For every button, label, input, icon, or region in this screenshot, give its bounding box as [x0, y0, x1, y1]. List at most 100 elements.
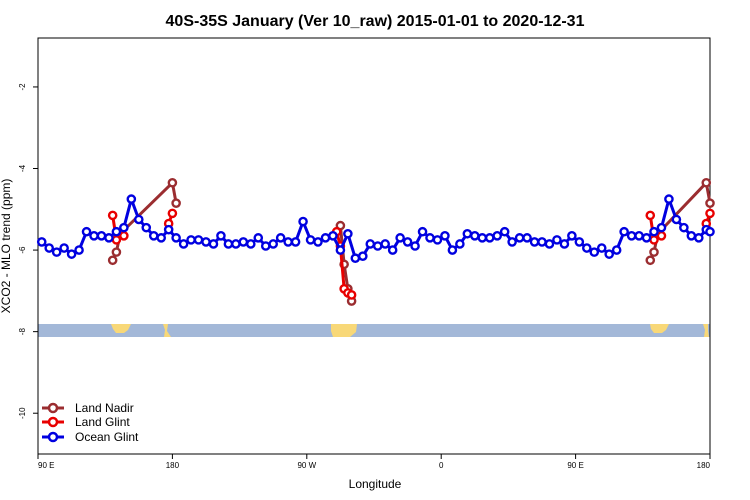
data-point — [104, 233, 114, 243]
series-land-glint — [107, 208, 715, 300]
data-point — [119, 231, 129, 241]
plot-frame — [37, 37, 711, 455]
data-point — [89, 231, 99, 241]
x-tick-label: 90 E — [38, 461, 54, 470]
data-point — [365, 239, 376, 249]
data-point — [119, 222, 129, 233]
data-point — [253, 233, 264, 243]
data-point — [111, 235, 122, 245]
y-axis-ticks: -10 -8 -6 -4 -2 — [18, 83, 38, 419]
data-point — [649, 226, 659, 237]
data-point — [44, 243, 55, 253]
data-point — [626, 231, 637, 241]
data-point — [148, 231, 159, 241]
y-tick-label: -6 — [18, 246, 27, 254]
data-point — [574, 237, 585, 247]
data-point — [529, 237, 540, 247]
data-point — [96, 231, 107, 241]
data-point — [462, 228, 473, 239]
coastline-map-strip — [38, 324, 710, 337]
data-point — [664, 194, 674, 204]
data-point — [705, 208, 715, 219]
data-point — [455, 239, 465, 249]
legend-entry-ocean-glint: Ocean Glint — [42, 430, 139, 444]
data-series — [36, 177, 715, 306]
x-axis-ticks: 90 E 180 90 W 0 90 E 180 — [37, 454, 711, 470]
map-strip-ocean — [38, 324, 710, 337]
data-point — [238, 237, 249, 247]
data-point — [167, 208, 178, 219]
data-point — [499, 226, 510, 237]
data-point — [410, 241, 420, 251]
data-point — [346, 290, 357, 300]
data-point — [343, 228, 353, 239]
data-point — [59, 243, 69, 253]
data-point — [686, 231, 697, 241]
data-point — [126, 194, 137, 204]
data-point — [484, 233, 495, 243]
data-point — [171, 198, 181, 208]
data-point — [357, 251, 368, 261]
data-point — [604, 249, 615, 259]
data-point — [417, 226, 428, 237]
legend-entry-land-nadir: Land Nadir — [42, 401, 134, 415]
data-point — [514, 233, 525, 243]
data-point — [231, 239, 241, 249]
data-point — [469, 231, 480, 241]
data-point — [537, 237, 547, 247]
data-point — [107, 210, 118, 221]
data-point — [432, 235, 443, 245]
y-tick-label: -10 — [18, 407, 27, 419]
data-point — [260, 241, 271, 251]
data-point — [163, 224, 174, 235]
legend-entry-land-glint: Land Glint — [42, 415, 130, 429]
x-tick-label: 180 — [166, 461, 180, 470]
data-point — [649, 235, 659, 245]
x-axis-label: Longitude — [349, 477, 402, 491]
data-point — [320, 233, 331, 243]
data-point — [544, 239, 555, 249]
data-point — [477, 233, 488, 243]
data-point — [298, 216, 308, 227]
legend-swatch-marker — [47, 402, 59, 414]
data-point — [111, 226, 122, 237]
data-point — [641, 233, 652, 243]
data-point — [589, 247, 600, 257]
data-point — [694, 233, 704, 243]
data-point — [395, 233, 405, 243]
data-point — [208, 239, 219, 249]
data-point — [567, 231, 577, 241]
data-point — [171, 233, 181, 243]
x-tick-label: 180 — [697, 461, 711, 470]
data-point — [387, 245, 398, 255]
data-point — [552, 235, 562, 245]
data-point — [268, 239, 279, 249]
data-point — [671, 214, 682, 225]
data-point — [402, 237, 413, 247]
data-point — [611, 245, 622, 255]
data-point — [216, 231, 226, 241]
data-point — [290, 237, 301, 247]
data-point — [74, 245, 84, 255]
data-point — [656, 231, 667, 241]
data-point — [440, 231, 450, 241]
map-strip-land-new-zealand — [163, 324, 171, 337]
data-point — [81, 226, 92, 237]
data-point — [193, 235, 204, 245]
data-point — [186, 235, 196, 245]
data-point — [507, 237, 517, 247]
data-point — [656, 222, 667, 233]
data-point — [559, 239, 570, 249]
data-point — [66, 249, 77, 259]
data-point — [245, 239, 256, 249]
x-tick-label: 0 — [439, 461, 444, 470]
data-point — [36, 237, 47, 247]
data-point — [447, 245, 458, 255]
y-tick-label: -4 — [18, 164, 27, 172]
data-point — [582, 243, 592, 253]
data-point — [596, 243, 607, 253]
data-point — [701, 177, 712, 188]
data-point — [649, 247, 659, 257]
data-point — [350, 253, 361, 264]
series-ocean-glint — [36, 194, 715, 264]
